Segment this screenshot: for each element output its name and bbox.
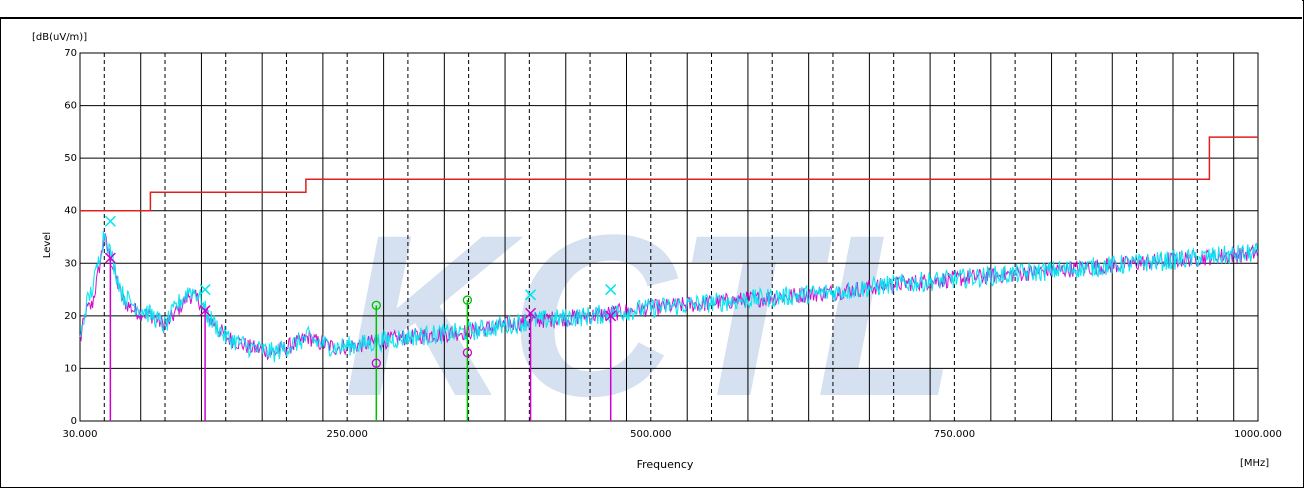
y-tick-label: 30 <box>64 258 77 269</box>
marker-x-stroke <box>525 289 537 301</box>
marker-o <box>462 348 473 358</box>
series-line <box>79 231 1259 363</box>
x-axis-title: Frequency <box>637 458 694 471</box>
marker-x <box>525 289 537 301</box>
limit-line <box>80 136 1258 212</box>
y-tick-label: 70 <box>64 48 77 59</box>
marker-x-stroke <box>525 307 537 319</box>
tick-labels: 0 10 20 30 40 50 60 70 30.000 250.000 500.000 750.0… <box>63 48 1282 440</box>
plot-border <box>79 52 1259 422</box>
marker-x <box>605 310 617 322</box>
x-tick-label: 500.000 <box>630 429 671 440</box>
y-axis-title: Level <box>42 232 53 258</box>
marker-x-stroke <box>199 305 211 317</box>
y-tick-label: 40 <box>64 206 77 217</box>
y-tick-label: 60 <box>64 101 77 112</box>
x-tick-label: 750.000 <box>934 429 975 440</box>
marker-x <box>104 252 116 264</box>
marker-x <box>199 284 211 296</box>
grid <box>79 52 1259 422</box>
y-tick-label: 20 <box>64 311 77 322</box>
marker-x-stroke <box>104 252 116 264</box>
marker-group <box>104 215 617 421</box>
marker-x <box>525 307 537 319</box>
y-tick-label: 50 <box>64 153 77 164</box>
x-tick-label: 30.000 <box>63 429 98 440</box>
marker-x-stroke <box>605 310 617 322</box>
x-tick-label: 1000.000 <box>1234 429 1282 440</box>
marker-x-stroke <box>104 215 116 227</box>
limit-line-group <box>80 136 1258 212</box>
marker-o <box>462 295 473 305</box>
marker-o <box>371 358 381 368</box>
x-tick-label: 250.000 <box>326 429 367 440</box>
y-unit-label: [dB(uV/m)] <box>32 32 87 43</box>
marker-x <box>199 305 211 317</box>
y-tick-label: 0 <box>71 416 77 427</box>
marker-x <box>605 284 617 296</box>
top-band <box>0 0 1302 19</box>
marker-o <box>371 300 381 310</box>
marker-x <box>104 215 116 227</box>
marker-x-stroke <box>199 284 211 296</box>
x-unit-label: [MHz] <box>1240 458 1269 469</box>
marker-x-stroke <box>605 284 617 296</box>
y-tick-label: 10 <box>64 363 77 374</box>
series-group <box>79 231 1259 363</box>
